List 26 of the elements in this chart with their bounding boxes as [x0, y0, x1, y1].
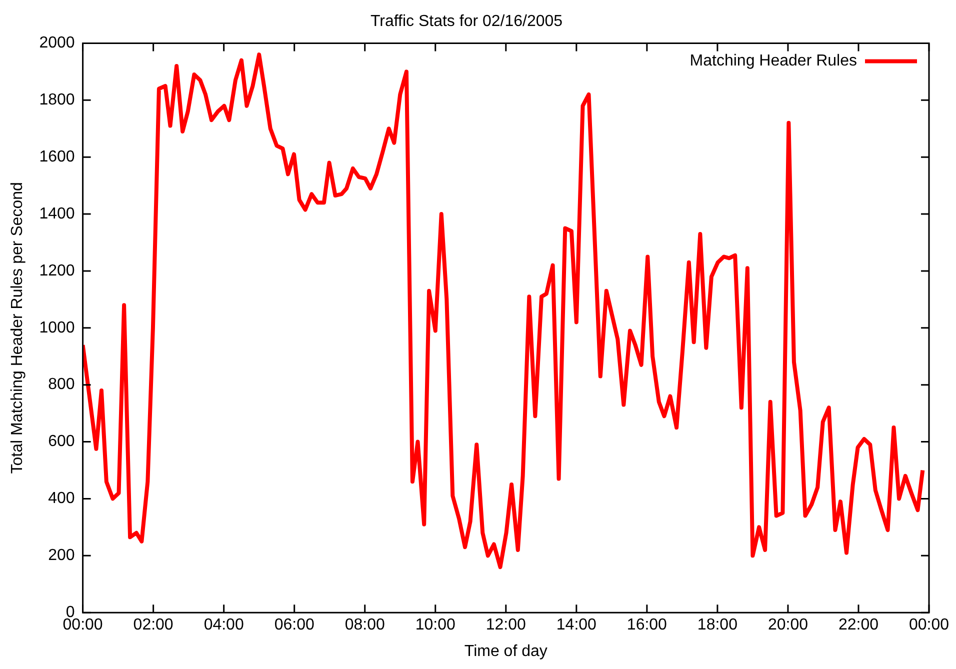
y-tick-label: 200 [48, 547, 75, 564]
chart-title: Traffic Stats for 02/16/2005 [370, 13, 563, 30]
x-tick-label: 04:00 [204, 616, 244, 634]
y-tick-label: 1600 [39, 148, 75, 166]
x-tick-label: 16:00 [626, 616, 668, 634]
y-tick-label: 1000 [39, 319, 75, 336]
y-tick-label: 1400 [39, 205, 75, 222]
y-tick-label: 600 [48, 433, 75, 450]
y-tick-label: 400 [48, 490, 75, 508]
x-tick-label: 14:00 [556, 616, 597, 634]
x-tick-label: 18:00 [697, 616, 738, 634]
x-tick-label: 22:00 [838, 616, 879, 634]
y-axis-title: Total Matching Header Rules per Second [9, 182, 26, 474]
y-tick-label: 1800 [39, 92, 75, 109]
y-tick-label: 1200 [39, 262, 75, 280]
x-tick-label: 12:00 [486, 616, 526, 634]
x-tick-label: 20:00 [768, 616, 808, 634]
legend-label: Matching Header Rules [690, 52, 857, 70]
x-tick-label: 00:00 [908, 616, 950, 634]
x-tick-label: 02:00 [133, 616, 174, 634]
x-tick-label: 10:00 [415, 616, 456, 634]
x-tick-label: 06:00 [274, 616, 314, 634]
x-axis-title: Time of day [464, 642, 548, 660]
y-tick-label: 2000 [39, 34, 75, 52]
y-tick-label: 800 [48, 376, 75, 394]
x-tick-label: 08:00 [344, 616, 385, 634]
